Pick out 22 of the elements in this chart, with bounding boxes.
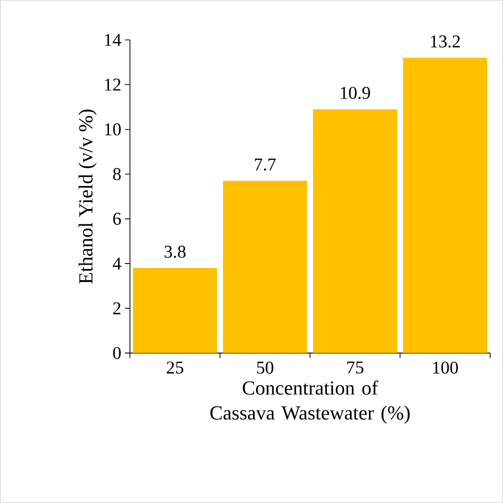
x-tick-label: 25 bbox=[166, 362, 184, 374]
data-label: 13.2 bbox=[430, 35, 460, 48]
y-tick-label: 4 bbox=[112, 258, 122, 270]
y-tick-label: 10 bbox=[105, 123, 121, 136]
data-label: 7.7 bbox=[254, 158, 276, 171]
x-tick-label: 75 bbox=[347, 362, 364, 374]
y-tick-label: 2 bbox=[113, 302, 120, 314]
x-tick-label: 100 bbox=[433, 362, 458, 374]
y-tick-label: 14 bbox=[105, 34, 122, 46]
bar bbox=[222, 180, 308, 354]
x-tick-label: 50 bbox=[257, 362, 274, 374]
data-label: 10.9 bbox=[340, 86, 370, 100]
bar bbox=[132, 268, 217, 354]
y-tick-label: 0 bbox=[113, 347, 121, 360]
bar bbox=[313, 109, 398, 354]
data-label: 3.8 bbox=[164, 246, 186, 258]
y-tick-label: 6 bbox=[113, 212, 121, 225]
y-tick-label: 8 bbox=[113, 168, 121, 180]
y-tick-label: 12 bbox=[105, 78, 120, 91]
y-axis-title: Ethanol Yield (v/v %) bbox=[78, 110, 97, 284]
bar bbox=[403, 58, 488, 354]
x-axis-title: Concentration of Cassava Wastewater (%) bbox=[210, 380, 410, 424]
